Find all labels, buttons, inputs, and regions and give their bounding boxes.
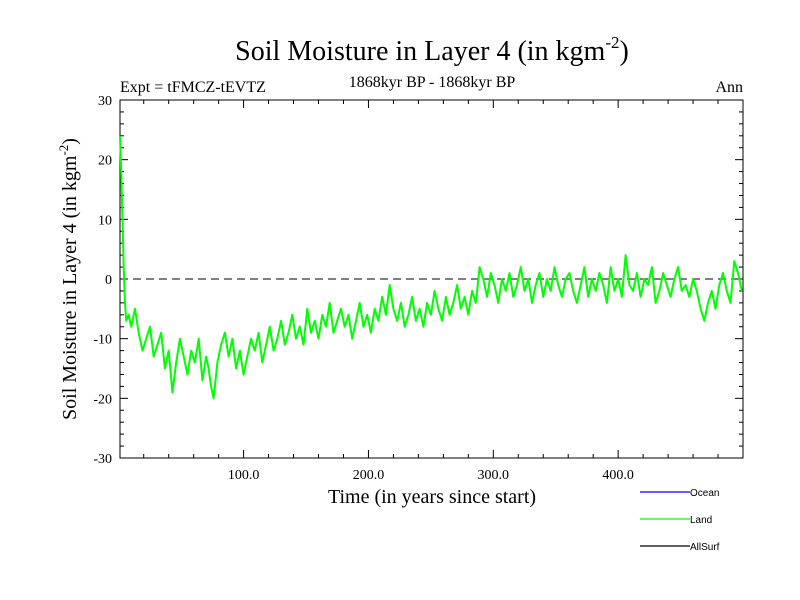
y-tick-label: 0 xyxy=(105,273,112,288)
y-tick-label: 20 xyxy=(98,154,112,169)
period-label: 1868kyr BP - 1868kyr BP xyxy=(349,74,516,91)
x-tick-label: 300.0 xyxy=(478,468,510,483)
chart-title: Soil Moisture in Layer 4 (in kgm-2) xyxy=(235,33,629,67)
y-tick-label: -10 xyxy=(93,333,112,348)
series-line-land xyxy=(119,135,743,400)
legend-entry-land: Land xyxy=(640,515,712,526)
y-axis-label-main: Soil Moisture in Layer 4 (in kgm xyxy=(59,155,81,420)
experiment-label: Expt = tFMCZ-tEVTZ xyxy=(120,79,266,96)
y-axis-label-close: ) xyxy=(59,138,81,145)
legend-label-ocean: Ocean xyxy=(690,488,719,499)
y-tick-label: -20 xyxy=(93,392,112,407)
season-label: Ann xyxy=(715,79,743,96)
x-tick-label: 200.0 xyxy=(353,468,385,483)
x-tick-label: 100.0 xyxy=(228,468,260,483)
legend-entry-allsurf: AllSurf xyxy=(640,542,720,553)
chart-title-main: Soil Moisture in Layer 4 (in kgm xyxy=(235,36,605,67)
y-tick-labels: -30 -20 -10 0 10 20 30 xyxy=(93,94,112,467)
y-tick-label: -30 xyxy=(93,452,112,467)
y-axis-label: Soil Moisture in Layer 4 (in kgm-2) xyxy=(56,138,81,420)
legend-entry-ocean: Ocean xyxy=(640,488,719,499)
chart-title-close: ) xyxy=(620,36,629,67)
legend-label-land: Land xyxy=(690,515,712,526)
series-lines xyxy=(119,135,743,400)
y-axis-label-sup: -2 xyxy=(56,145,71,156)
legend-label-allsurf: AllSurf xyxy=(690,542,720,553)
x-tick-label: 400.0 xyxy=(602,468,634,483)
chart-title-sup: -2 xyxy=(605,33,619,52)
y-tick-label: 10 xyxy=(98,213,112,228)
legend: Ocean Land AllSurf xyxy=(640,488,720,553)
y-tick-label: 30 xyxy=(98,94,112,109)
x-axis-label: Time (in years since start) xyxy=(328,486,536,508)
x-tick-labels: 100.0 200.0 300.0 400.0 xyxy=(228,468,634,483)
